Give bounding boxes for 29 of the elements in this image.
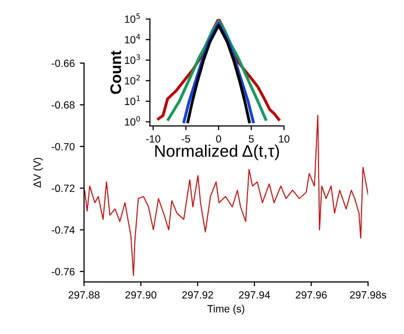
y-tick-label: -0.70 — [52, 142, 75, 150]
x-tick-label: 297.96 — [296, 291, 327, 299]
x-tick-label: 297.98s — [350, 291, 386, 299]
y-tick-label: -0.72 — [52, 184, 74, 192]
x-axis-title: Normalized Δ(t,τ) — [155, 144, 279, 160]
y-tick-label: 10$^{1}$ — [124, 96, 140, 106]
x-tick-label: 297.94 — [239, 291, 270, 299]
y-axis-title: ΔV (V) — [33, 158, 43, 188]
x-tick-label: 297.90 — [125, 291, 156, 299]
y-tick-label: 10$^{4}$ — [124, 34, 140, 44]
line-series — [84, 114, 368, 276]
x-tick-label: 0 — [216, 135, 222, 143]
x-tick-label: 5 — [248, 135, 254, 143]
y-tick-label: -0.66 — [52, 60, 75, 68]
y-tick-label: 10$^{3}$ — [124, 54, 140, 64]
x-tick-label: 297.92 — [182, 291, 214, 299]
x-tick-label: -5 — [182, 135, 190, 143]
y-tick-label: 10$^{2}$ — [124, 74, 140, 84]
y-tick-label: 10$^{5}$ — [124, 13, 140, 23]
y-tick-label: -0.68 — [52, 101, 75, 109]
y-axis-title: Count — [110, 50, 122, 94]
y-tick-label: -0.74 — [52, 226, 75, 234]
x-tick-label: 10 — [279, 135, 290, 143]
x-tick-label: 297.88 — [68, 291, 100, 299]
y-tick-label: -0.76 — [52, 268, 75, 276]
x-axis-title: Time (s) — [207, 304, 244, 315]
y-tick-label: 10$^{0}$ — [124, 116, 140, 126]
line-series — [166, 20, 268, 121]
x-tick-label: -10 — [146, 135, 160, 143]
